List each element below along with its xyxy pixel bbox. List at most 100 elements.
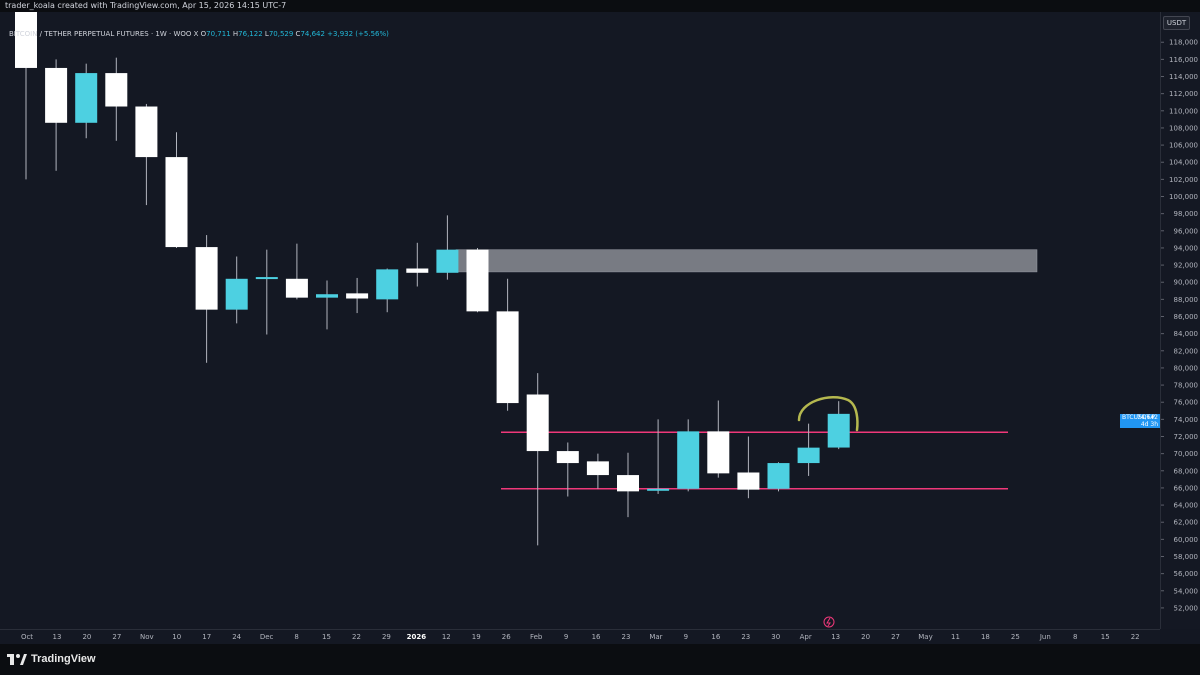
legend-change: +3,932 (+5.56%) <box>327 30 389 38</box>
candle-body-bear <box>45 67 68 123</box>
time-axis-label: 22 <box>352 633 361 641</box>
price-tick-label: 118,000 <box>1169 39 1198 47</box>
top-strip: trader_koala created with TradingView.co… <box>0 0 1200 12</box>
candle <box>797 423 820 476</box>
time-axis-label: 27 <box>891 633 900 641</box>
candle <box>466 247 489 313</box>
price-tick-label: 106,000 <box>1169 142 1198 150</box>
candle <box>75 63 98 139</box>
lightning-icon <box>826 617 831 627</box>
candle <box>45 59 68 171</box>
candle <box>105 57 128 141</box>
time-axis-label: 8 <box>1073 633 1077 641</box>
candle <box>827 401 850 450</box>
candle <box>376 268 399 313</box>
candle-body-bear <box>556 451 579 464</box>
candle <box>617 452 639 518</box>
annotation-arc <box>797 395 859 432</box>
price-tick-label: 88,000 <box>1174 296 1199 304</box>
legend-low-label: L <box>264 30 269 38</box>
candle <box>677 419 700 492</box>
candle-body-bear <box>15 12 37 68</box>
time-axis-label: 20 <box>861 633 870 641</box>
time-axis-label: 16 <box>711 633 720 641</box>
candle-body-bull <box>797 447 820 464</box>
price-axis-ticks: 118,000 116,000 114,000 112,000 110,000 108,0… <box>1161 39 1199 612</box>
candle <box>707 400 730 478</box>
time-axis-label: 9 <box>684 633 688 641</box>
price-tick-label: 82,000 <box>1174 347 1199 355</box>
time-axis-label: 27 <box>112 633 121 641</box>
time-axis[interactable]: Oct 13 20 27 Nov 10 17 24 Dec 8 15 22 29 2026 12 19 26 Fe… <box>0 629 1160 644</box>
candle <box>436 215 459 280</box>
candle-body-bear <box>466 249 489 312</box>
legend-low-value: 70,529 <box>268 30 294 38</box>
legend-high-label: H <box>232 30 239 38</box>
time-axis-label: 11 <box>951 633 960 641</box>
candle <box>526 373 549 546</box>
price-tick-label: 58,000 <box>1174 553 1199 561</box>
candle-body-bull <box>376 269 399 300</box>
price-tick-label: 98,000 <box>1174 210 1199 218</box>
candle <box>285 243 308 300</box>
time-axis-label: 17 <box>202 633 211 641</box>
legend-close-value: 74,642 <box>300 30 325 38</box>
candle <box>406 242 429 287</box>
currency-button[interactable]: USDT <box>1163 16 1190 30</box>
price-tick-label: 76,000 <box>1174 399 1199 407</box>
tradingview-logo-text: TradingView <box>31 653 96 665</box>
price-tag-symbol: BTCUSDT.P <box>1122 414 1155 421</box>
time-axis-labels: Oct 13 20 27 Nov 10 17 24 Dec 8 15 22 29 2026 12 19 26 Fe… <box>21 633 1140 641</box>
legend-open-label: O <box>200 30 207 38</box>
price-axis[interactable]: 118,000 116,000 114,000 112,000 110,000 108,0… <box>1160 12 1200 629</box>
price-tick-label: 70,000 <box>1174 450 1199 458</box>
time-axis-label: May <box>918 633 932 641</box>
candlestick-chart[interactable] <box>0 12 1160 629</box>
price-tick-label: 90,000 <box>1174 279 1199 287</box>
price-tick-label: 92,000 <box>1174 262 1199 270</box>
candle-body-bear <box>105 73 128 107</box>
tradingview-logo[interactable]: TradingView <box>7 653 96 665</box>
candle <box>647 419 670 494</box>
time-axis-label: 13 <box>831 633 840 641</box>
time-axis-label: 19 <box>472 633 481 641</box>
price-tick-label: 96,000 <box>1174 227 1199 235</box>
chart-pane[interactable]: BITCOIN / TETHER PERPETUAL FUTURES · 1W … <box>0 12 1160 629</box>
time-axis-label: Nov <box>140 633 154 641</box>
time-axis-label: 25 <box>1011 633 1020 641</box>
candle-body-bull <box>767 463 790 489</box>
legend-symbol[interactable]: BITCOIN / TETHER PERPETUAL FUTURES · 1W … <box>9 30 199 38</box>
annotation-layer <box>797 395 859 628</box>
time-axis-label: 30 <box>771 633 780 641</box>
candle-body-bull <box>677 431 700 489</box>
symbol-legend[interactable]: BITCOIN / TETHER PERPETUAL FUTURES · 1W … <box>9 29 389 39</box>
candle-body-bear <box>165 157 188 248</box>
time-axis-label: Oct <box>21 633 33 641</box>
time-axis-label: 22 <box>1131 633 1140 641</box>
time-axis-label: 20 <box>82 633 91 641</box>
time-axis-label: 29 <box>382 633 391 641</box>
candle-body-bull <box>647 488 670 491</box>
tradingview-logo-icon <box>7 653 27 665</box>
price-tag-countdown: 4d 3h <box>1140 421 1158 428</box>
candle <box>346 277 369 314</box>
price-tick-label: 104,000 <box>1169 159 1198 167</box>
candle-body-bear <box>195 247 218 310</box>
time-axis-label: 23 <box>741 633 750 641</box>
candle-body-bear <box>586 461 609 476</box>
time-axis-label: 12 <box>442 633 451 641</box>
candle <box>195 235 218 363</box>
candle-body-bear <box>496 311 519 404</box>
price-tick-label: 94,000 <box>1174 244 1199 252</box>
credit-text: trader_koala created with TradingView.co… <box>5 1 287 10</box>
price-tick-label: 112,000 <box>1169 90 1198 98</box>
candles-layer <box>15 12 850 546</box>
price-tick-label: 52,000 <box>1174 604 1199 612</box>
price-tick-label: 64,000 <box>1174 502 1199 510</box>
price-tick-label: 110,000 <box>1169 107 1198 115</box>
candle <box>767 462 790 492</box>
price-tick-label: 54,000 <box>1174 587 1199 595</box>
price-tick-label: 86,000 <box>1174 313 1199 321</box>
resistance-zone <box>455 249 1038 273</box>
candle-body-bull <box>436 249 459 273</box>
